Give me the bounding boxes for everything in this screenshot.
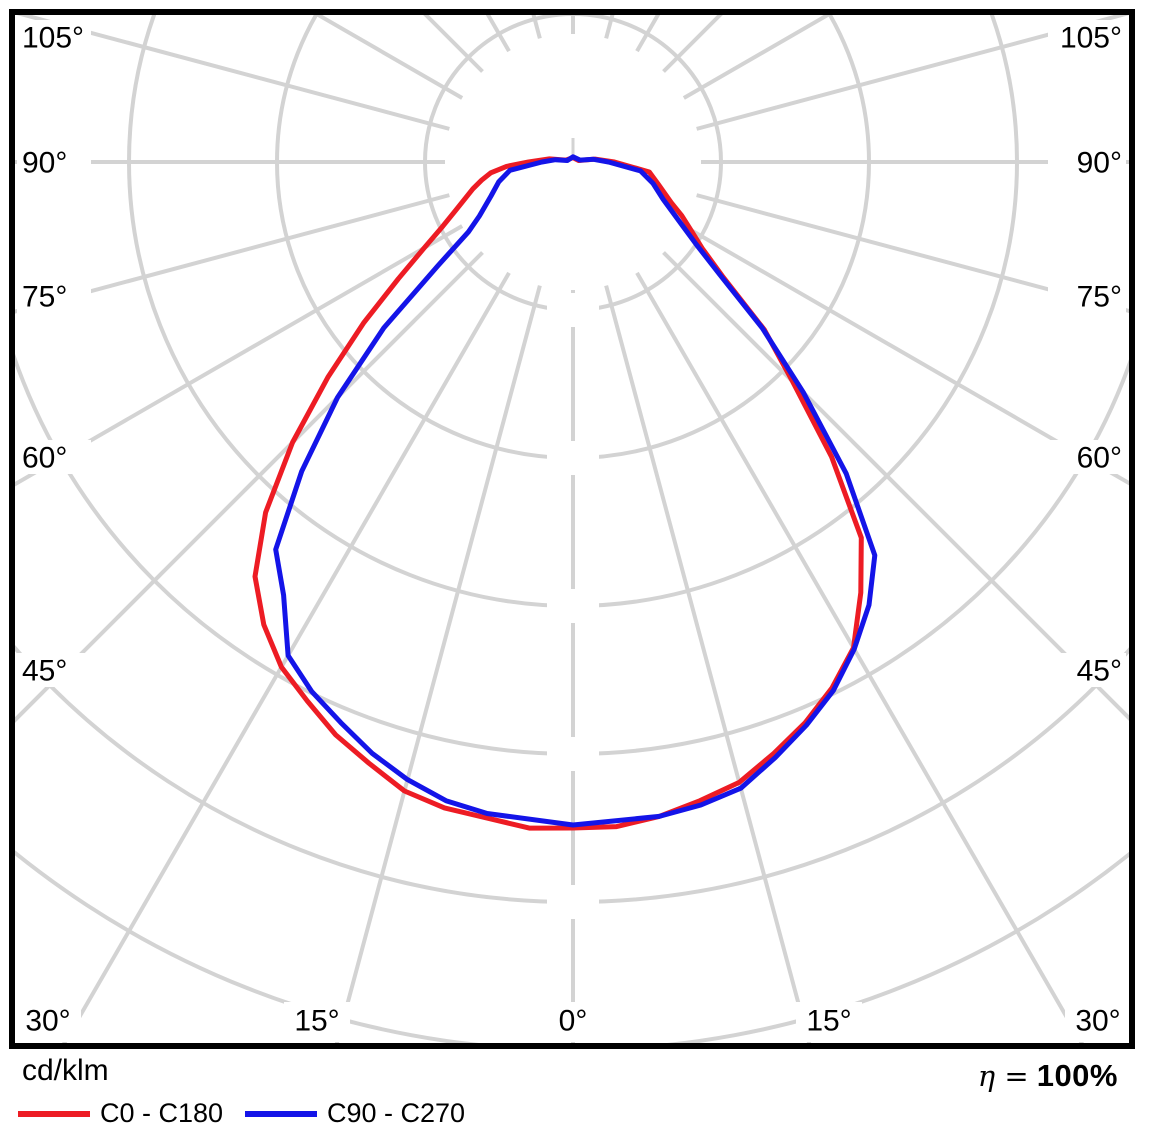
angle-label: 75° xyxy=(22,281,67,314)
polar-grid-radial-line xyxy=(682,224,1129,486)
legend-item-c0-c180: C0 - C180 xyxy=(18,1098,223,1129)
radial-scale-knockout xyxy=(547,589,599,623)
legend-label-c0-c180: C0 - C180 xyxy=(100,1098,224,1128)
radial-scale-knockout xyxy=(547,885,599,919)
polar-grid-radial-line xyxy=(662,251,1129,721)
polar-grid-radial-line xyxy=(604,285,812,1043)
radial-scale-knockout xyxy=(547,737,599,771)
polar-grid-radial-line xyxy=(635,271,1084,1043)
label-knockout xyxy=(17,653,91,687)
chart-footer: cd/klm η = 100% C0 - C180 C90 - C270 xyxy=(0,1052,1164,1140)
label-knockout xyxy=(17,20,91,54)
legend-label-c90-c270: C90 - C270 xyxy=(327,1098,466,1128)
label-knockout xyxy=(1048,279,1126,313)
curve-c90-c270 xyxy=(273,154,878,828)
label-knockout xyxy=(1048,145,1126,179)
label-knockout xyxy=(17,440,91,474)
angle-label: 90° xyxy=(22,147,67,180)
angle-label: 60° xyxy=(1077,442,1122,475)
angle-label: 105° xyxy=(22,22,84,55)
polar-grid-radial-line xyxy=(16,15,450,131)
legend-swatch-c0-c180 xyxy=(18,1110,90,1117)
label-knockout xyxy=(796,1002,862,1042)
polar-grid-radial-line xyxy=(334,285,542,1043)
label-knockout xyxy=(1065,1002,1131,1042)
label-knockout xyxy=(1048,440,1126,474)
efficiency-label: η = 100% xyxy=(978,1058,1118,1094)
radial-scale-knockout xyxy=(547,293,599,327)
label-knockout xyxy=(1048,20,1126,54)
angle-label: 45° xyxy=(1077,655,1122,688)
angle-label: 15° xyxy=(294,1005,339,1038)
polar-grid-radial-line xyxy=(62,271,511,1043)
polar-grid-radial-line xyxy=(696,193,1129,314)
eta-value: 100% xyxy=(1036,1058,1118,1093)
angle-label: 0° xyxy=(559,1005,588,1038)
polar-grid-radial-line xyxy=(15,224,464,487)
curve-c0-c180 xyxy=(252,155,864,831)
radial-unit-label: cd/klm xyxy=(22,1054,109,1087)
polar-grid-radial-line xyxy=(15,251,484,723)
angle-label: 90° xyxy=(1077,147,1122,180)
polar-grid-radial-line xyxy=(15,193,450,314)
label-knockout xyxy=(284,1002,350,1042)
angle-label: 15° xyxy=(806,1005,851,1038)
eta-symbol: η = xyxy=(977,1059,1029,1093)
angle-label: 30° xyxy=(25,1005,70,1038)
angle-label: 30° xyxy=(1075,1005,1120,1038)
polar-grid-radial-line xyxy=(696,15,1129,131)
label-knockout xyxy=(17,145,91,179)
angle-label: 75° xyxy=(1077,281,1122,314)
label-knockout xyxy=(1048,653,1126,687)
chart-background xyxy=(0,0,1164,1052)
polar-chart-svg: 105° 90° 75° 60° 45° 105° 90° 75° 60° 45° 30° 15° 0°… xyxy=(0,0,1164,1052)
angle-label: 105° xyxy=(1060,22,1122,55)
angle-label: 60° xyxy=(22,442,67,475)
label-knockout xyxy=(15,1002,81,1042)
polar-chart-canvas: 105° 90° 75° 60° 45° 105° 90° 75° 60° 45° 30° 15° 0°… xyxy=(0,0,1164,1052)
polar-grid xyxy=(15,15,1129,1043)
angle-label: 45° xyxy=(22,655,67,688)
legend-swatch-c90-c270 xyxy=(245,1110,317,1117)
radial-scale-knockout xyxy=(547,441,599,475)
label-knockout xyxy=(17,279,91,313)
plot-frame xyxy=(9,9,1135,1049)
angle-labels: 105° 90° 75° 60° 45° 105° 90° 75° 60° 45° 30° 15° 0°… xyxy=(15,20,1131,1042)
label-knockout xyxy=(540,1002,606,1042)
legend-item-c90-c270: C90 - C270 xyxy=(245,1098,465,1129)
